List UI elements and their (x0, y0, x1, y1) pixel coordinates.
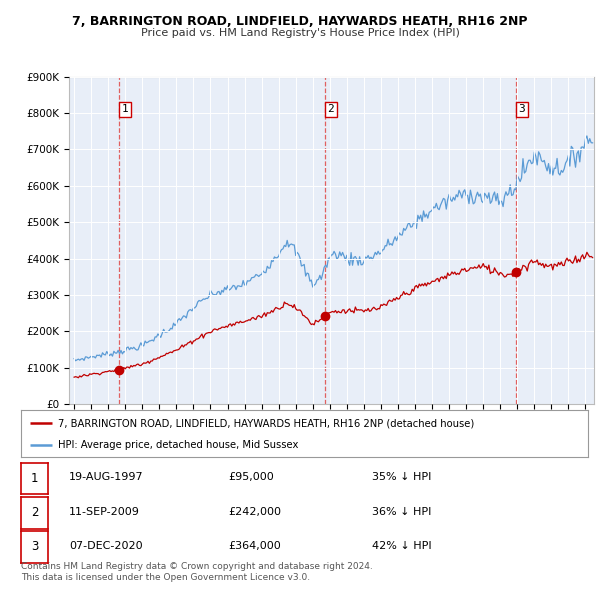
Text: 2: 2 (328, 104, 334, 114)
Text: 11-SEP-2009: 11-SEP-2009 (69, 507, 140, 516)
Text: £364,000: £364,000 (228, 541, 281, 550)
Text: 1: 1 (121, 104, 128, 114)
Text: 36% ↓ HPI: 36% ↓ HPI (372, 507, 431, 516)
Text: HPI: Average price, detached house, Mid Sussex: HPI: Average price, detached house, Mid … (58, 440, 298, 450)
Text: 35% ↓ HPI: 35% ↓ HPI (372, 473, 431, 482)
Text: 07-DEC-2020: 07-DEC-2020 (69, 541, 143, 550)
Text: 3: 3 (31, 540, 38, 553)
Text: 2: 2 (31, 506, 38, 519)
Text: 7, BARRINGTON ROAD, LINDFIELD, HAYWARDS HEATH, RH16 2NP (detached house): 7, BARRINGTON ROAD, LINDFIELD, HAYWARDS … (58, 418, 474, 428)
Text: Price paid vs. HM Land Registry's House Price Index (HPI): Price paid vs. HM Land Registry's House … (140, 28, 460, 38)
Text: £242,000: £242,000 (228, 507, 281, 516)
Text: 42% ↓ HPI: 42% ↓ HPI (372, 541, 431, 550)
Text: 19-AUG-1997: 19-AUG-1997 (69, 473, 143, 482)
Text: £95,000: £95,000 (228, 473, 274, 482)
Text: 1: 1 (31, 472, 38, 485)
Text: Contains HM Land Registry data © Crown copyright and database right 2024.
This d: Contains HM Land Registry data © Crown c… (21, 562, 373, 582)
Text: 3: 3 (518, 104, 525, 114)
Text: 7, BARRINGTON ROAD, LINDFIELD, HAYWARDS HEATH, RH16 2NP: 7, BARRINGTON ROAD, LINDFIELD, HAYWARDS … (72, 15, 528, 28)
